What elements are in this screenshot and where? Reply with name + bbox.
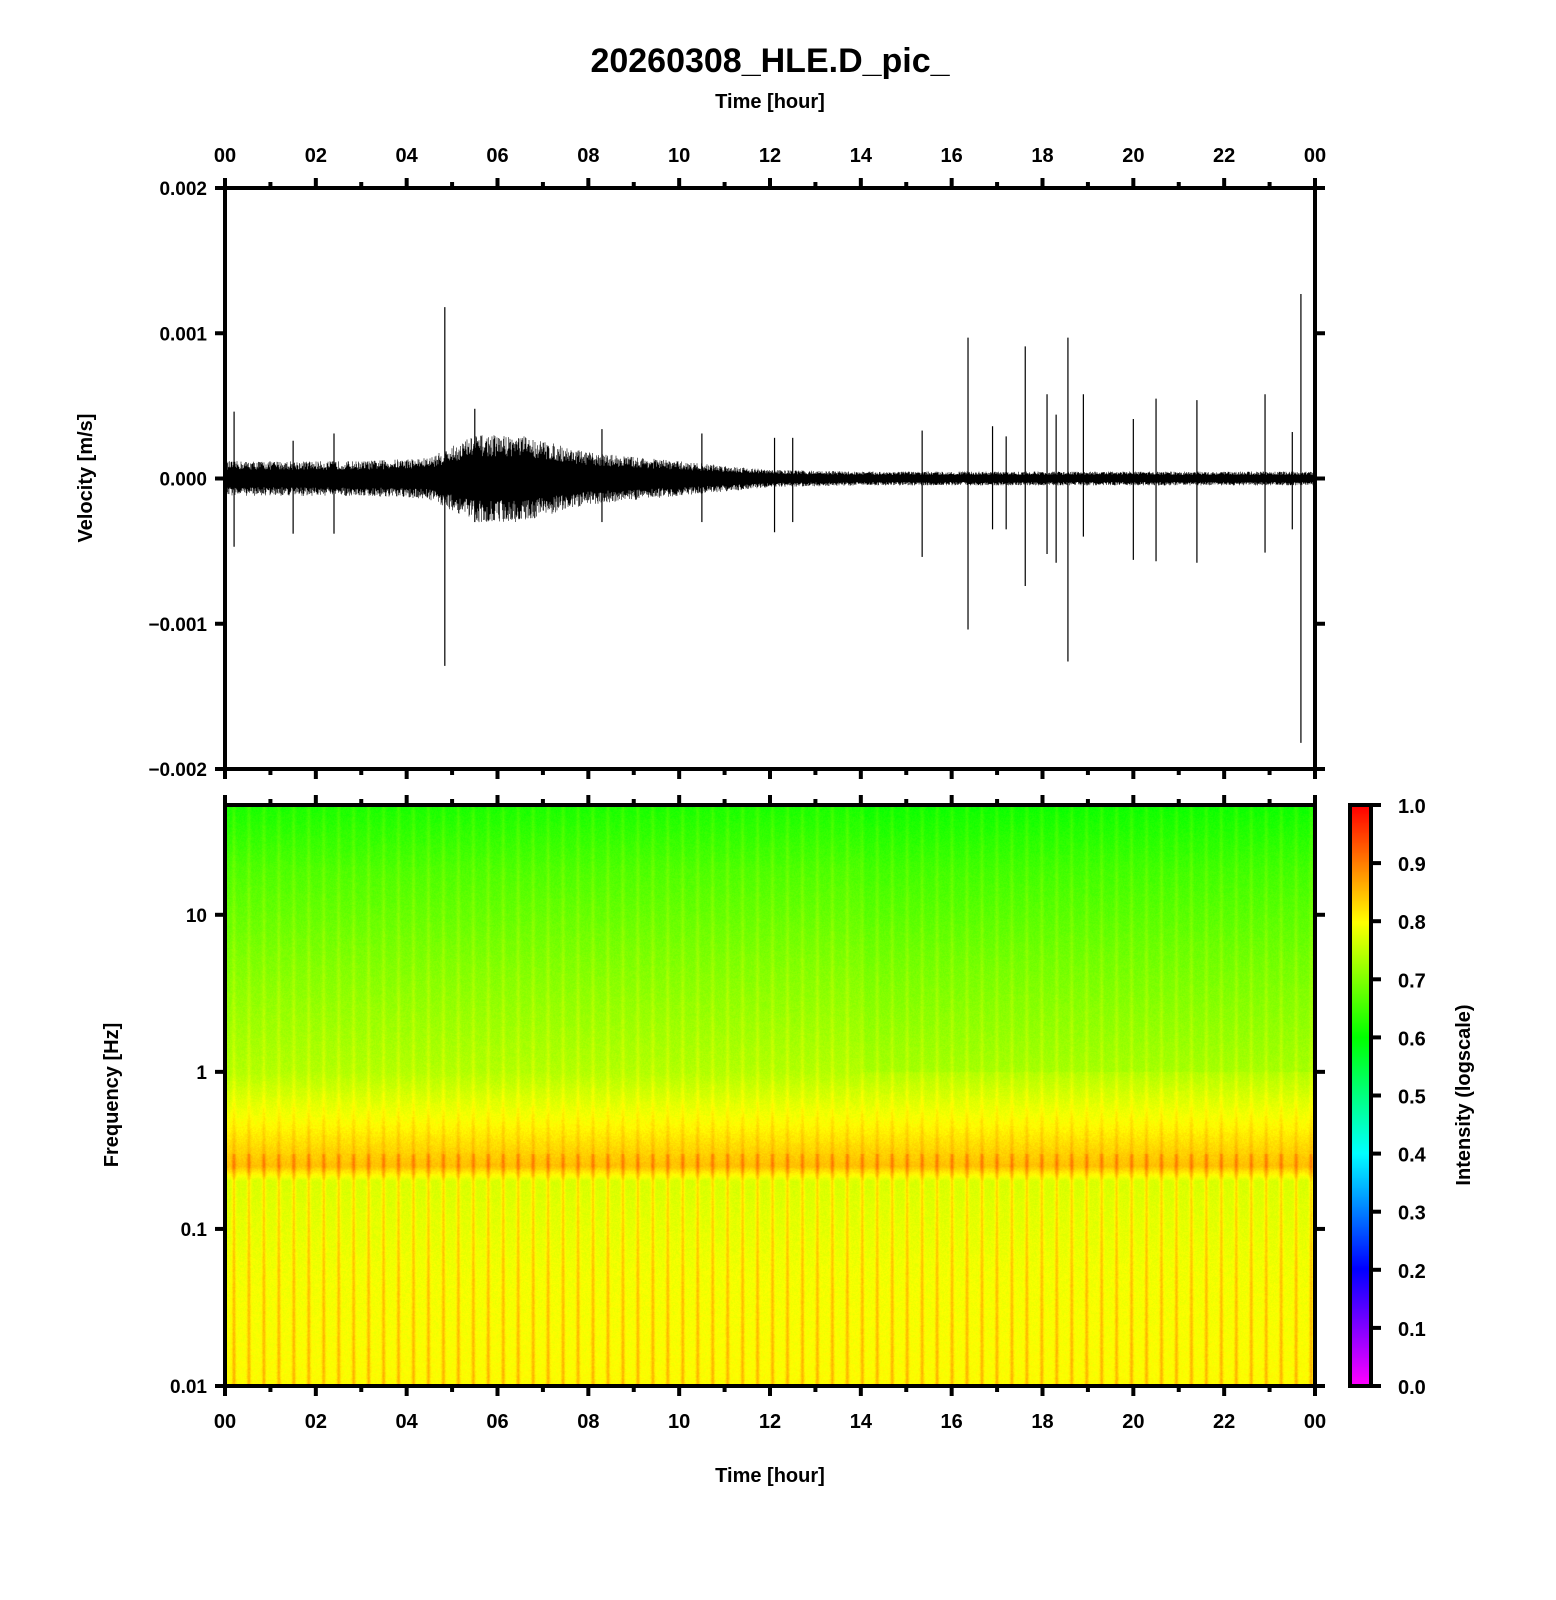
waveform [225, 294, 1315, 743]
colorbar-tick-label: 0.4 [1398, 1145, 1427, 1167]
bottom-x-tick-label: 22 [1213, 1411, 1235, 1433]
colorbar-gradient [1351, 806, 1371, 1385]
colorbar-tick-label: 0.3 [1398, 1203, 1426, 1225]
bottom-axis-label: Time [hour] [715, 1465, 825, 1487]
bottom-x-tick-label: 14 [850, 1411, 873, 1433]
bottom-x-tick-label: 18 [1031, 1411, 1053, 1433]
frequency-tick-label: 10 [186, 906, 207, 927]
top-x-tick-label: 14 [850, 145, 873, 167]
top-x-tick-label: 10 [668, 145, 690, 167]
chart-title: 20260308_HLE.D_pic_ [590, 42, 950, 80]
bottom-x-tick-label: 00 [214, 1411, 236, 1433]
top-x-tick-label: 22 [1213, 145, 1235, 167]
velocity-tick-label: 0.000 [159, 470, 207, 491]
bottom-x-tick-label: 10 [668, 1411, 690, 1433]
colorbar-tick-label: 1.0 [1398, 796, 1426, 818]
velocity-tick-label: −0.001 [148, 615, 207, 636]
bottom-x-tick-label: 08 [577, 1411, 599, 1433]
colorbar-tick-label: 0.5 [1398, 1087, 1426, 1109]
top-x-tick-label: 16 [941, 145, 963, 167]
colorbar-tick-label: 0.0 [1398, 1377, 1426, 1399]
bottom-x-tick-label: 02 [305, 1411, 327, 1433]
velocity-axis-label: Velocity [m/s] [75, 414, 97, 543]
colorbar-tick-label: 0.8 [1398, 912, 1426, 934]
velocity-tick-label: 0.002 [159, 179, 207, 200]
spectrogram-heatmap [226, 806, 1314, 1385]
spectrogram-frame [223, 803, 1317, 1388]
colorbar-tick-label: 0.9 [1398, 854, 1426, 876]
frequency-axis-label: Frequency [Hz] [101, 1023, 123, 1167]
top-x-tick-label: 12 [759, 145, 781, 167]
top-x-tick-label: 20 [1122, 145, 1144, 167]
velocity-tick-label: 0.001 [159, 324, 207, 345]
bottom-x-tick-label: 06 [486, 1411, 508, 1433]
colorbar-label: Intensity (logscale) [1453, 1004, 1475, 1185]
top-x-tick-label: 00 [1304, 145, 1326, 167]
colorbar-frame [1348, 803, 1373, 1388]
axes: 00 00 02 02 04 04 06 06 08 08 10 10 12 12 14 14 16 16 18 18… [148, 145, 1426, 1433]
colorbar-tick-label: 0.1 [1398, 1319, 1426, 1341]
bottom-x-tick-label: 04 [396, 1411, 419, 1433]
bottom-x-tick-label: 00 [1304, 1411, 1326, 1433]
top-x-tick-label: 04 [396, 145, 419, 167]
velocity-tick-label: −0.002 [148, 760, 207, 781]
colorbar-tick-label: 0.7 [1398, 970, 1426, 992]
top-x-tick-label: 00 [214, 145, 236, 167]
top-x-tick-label: 06 [486, 145, 508, 167]
colorbar-tick-label: 0.2 [1398, 1261, 1426, 1283]
top-x-tick-label: 08 [577, 145, 599, 167]
frequency-tick-label: 1 [196, 1063, 207, 1084]
bottom-x-tick-label: 20 [1122, 1411, 1144, 1433]
top-x-tick-label: 02 [305, 145, 327, 167]
bottom-x-tick-label: 12 [759, 1411, 781, 1433]
frequency-tick-label: 0.01 [170, 1377, 207, 1398]
bottom-x-tick-label: 16 [941, 1411, 963, 1433]
top-axis-label: Time [hour] [715, 91, 825, 113]
colorbar-tick-label: 0.6 [1398, 1028, 1426, 1050]
frequency-tick-label: 0.1 [181, 1220, 208, 1241]
top-x-tick-label: 18 [1031, 145, 1053, 167]
